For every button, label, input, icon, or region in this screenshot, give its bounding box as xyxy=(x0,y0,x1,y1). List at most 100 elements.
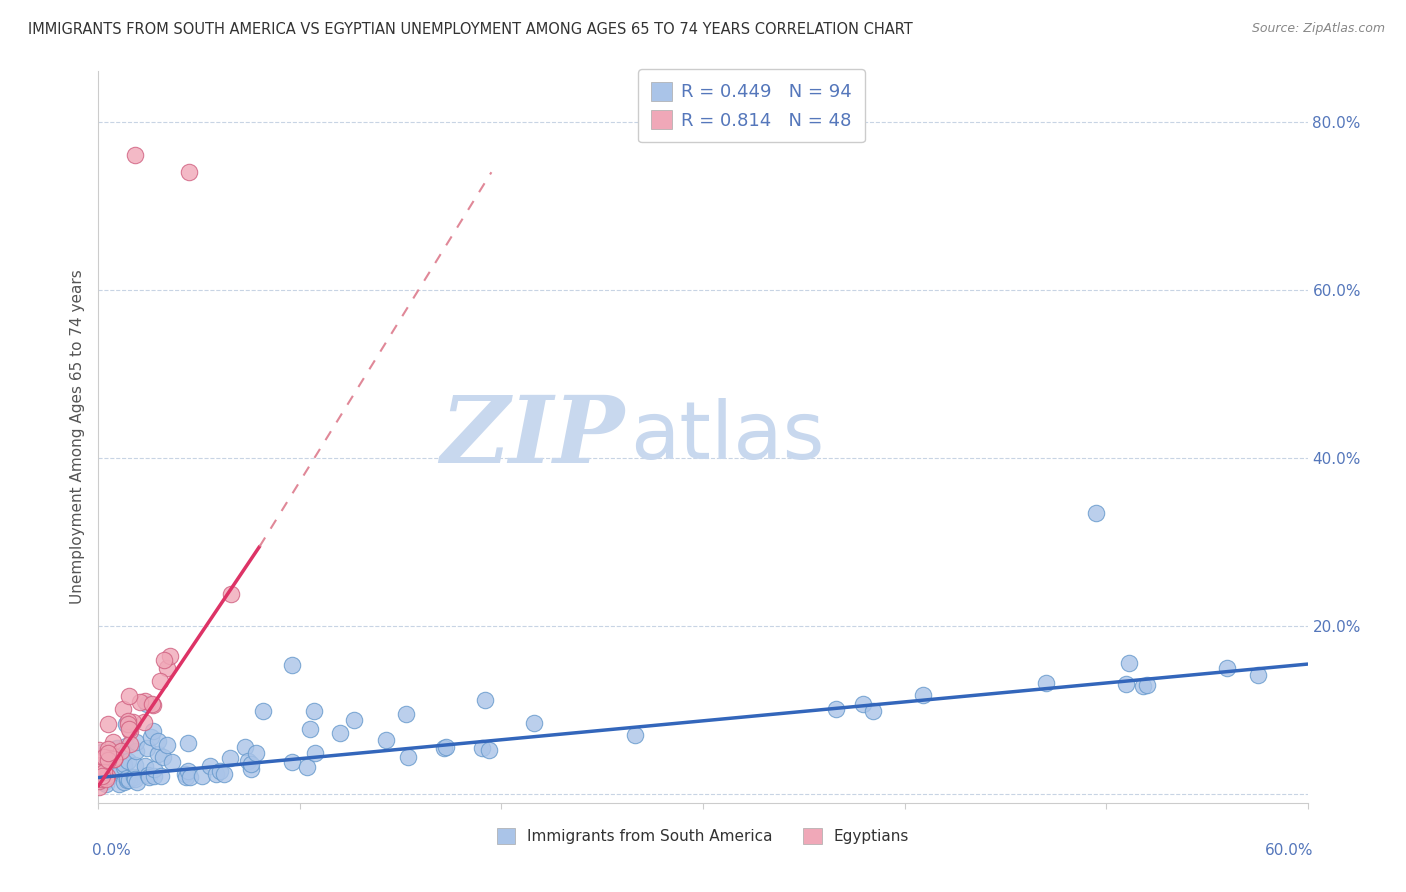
Point xyxy=(98,769,121,783)
Point xyxy=(302,704,325,718)
Point xyxy=(136,697,159,711)
Point xyxy=(523,715,546,730)
Text: ZIP: ZIP xyxy=(440,392,624,482)
Point xyxy=(239,756,262,771)
Point xyxy=(124,772,146,786)
Point xyxy=(103,752,125,766)
Point xyxy=(90,755,112,769)
Point xyxy=(343,713,366,727)
Point xyxy=(134,714,156,729)
Text: 0.0%: 0.0% xyxy=(93,843,131,858)
Point xyxy=(143,762,166,776)
Point xyxy=(281,658,304,673)
Point xyxy=(103,735,125,749)
Point xyxy=(128,695,150,709)
Point xyxy=(117,689,139,703)
Point xyxy=(124,757,146,772)
Point xyxy=(1118,657,1140,671)
Point xyxy=(112,760,135,774)
Point xyxy=(252,705,274,719)
Point xyxy=(93,764,115,779)
Point xyxy=(94,756,117,770)
Point xyxy=(143,769,166,783)
Point xyxy=(142,723,165,738)
Point xyxy=(93,775,115,789)
Point xyxy=(911,688,934,702)
Point xyxy=(396,750,419,764)
Point xyxy=(115,773,138,788)
Point xyxy=(304,746,326,760)
Point xyxy=(93,752,115,766)
Text: atlas: atlas xyxy=(630,398,825,476)
Point xyxy=(1115,676,1137,690)
Point xyxy=(295,759,318,773)
Point xyxy=(104,758,127,772)
Point xyxy=(179,165,201,179)
Point xyxy=(209,764,232,779)
Point xyxy=(125,743,148,757)
Point xyxy=(156,660,179,674)
Point xyxy=(114,756,136,771)
Point xyxy=(139,730,162,744)
Point xyxy=(90,769,112,783)
Point xyxy=(176,764,198,778)
Text: 60.0%: 60.0% xyxy=(1265,843,1313,858)
Point xyxy=(162,756,184,770)
Point xyxy=(124,148,146,162)
Point xyxy=(105,741,128,756)
Point xyxy=(134,694,156,708)
Point xyxy=(236,754,259,768)
Point xyxy=(159,648,181,663)
Point xyxy=(125,734,148,748)
Y-axis label: Unemployment Among Ages 65 to 74 years: Unemployment Among Ages 65 to 74 years xyxy=(69,269,84,605)
Point xyxy=(433,740,456,755)
Point xyxy=(1247,667,1270,681)
Point xyxy=(436,740,458,755)
Point xyxy=(1216,661,1239,675)
Point xyxy=(122,771,145,785)
Point xyxy=(97,746,120,760)
Point xyxy=(212,767,235,781)
Point xyxy=(141,697,163,711)
Point xyxy=(218,751,240,765)
Point xyxy=(94,772,117,787)
Point xyxy=(1035,676,1057,690)
Point xyxy=(125,774,148,789)
Point xyxy=(239,762,262,776)
Point xyxy=(470,741,492,756)
Point xyxy=(1132,680,1154,694)
Point xyxy=(146,747,169,761)
Point xyxy=(93,750,115,764)
Point xyxy=(115,716,138,731)
Point xyxy=(91,745,114,759)
Point xyxy=(174,770,197,784)
Point xyxy=(329,726,352,740)
Point xyxy=(117,714,139,728)
Point xyxy=(87,743,110,757)
Point xyxy=(152,750,174,764)
Point xyxy=(97,742,120,756)
Point xyxy=(173,767,195,781)
Point xyxy=(120,737,142,751)
Point xyxy=(117,722,139,736)
Point xyxy=(478,742,501,756)
Point xyxy=(103,750,125,764)
Point xyxy=(121,715,143,730)
Point xyxy=(100,747,122,762)
Point xyxy=(117,754,139,768)
Point xyxy=(179,770,201,784)
Point xyxy=(90,772,112,786)
Point xyxy=(191,769,214,783)
Point xyxy=(138,771,160,785)
Point xyxy=(136,767,159,781)
Point xyxy=(108,764,131,778)
Point xyxy=(156,738,179,752)
Point xyxy=(111,702,134,716)
Point xyxy=(114,739,136,754)
Point xyxy=(90,772,112,787)
Text: IMMIGRANTS FROM SOUTH AMERICA VS EGYPTIAN UNEMPLOYMENT AMONG AGES 65 TO 74 YEARS: IMMIGRANTS FROM SOUTH AMERICA VS EGYPTIA… xyxy=(28,22,912,37)
Point xyxy=(474,692,496,706)
Point xyxy=(89,765,111,780)
Point xyxy=(281,756,304,770)
Point xyxy=(1136,678,1159,692)
